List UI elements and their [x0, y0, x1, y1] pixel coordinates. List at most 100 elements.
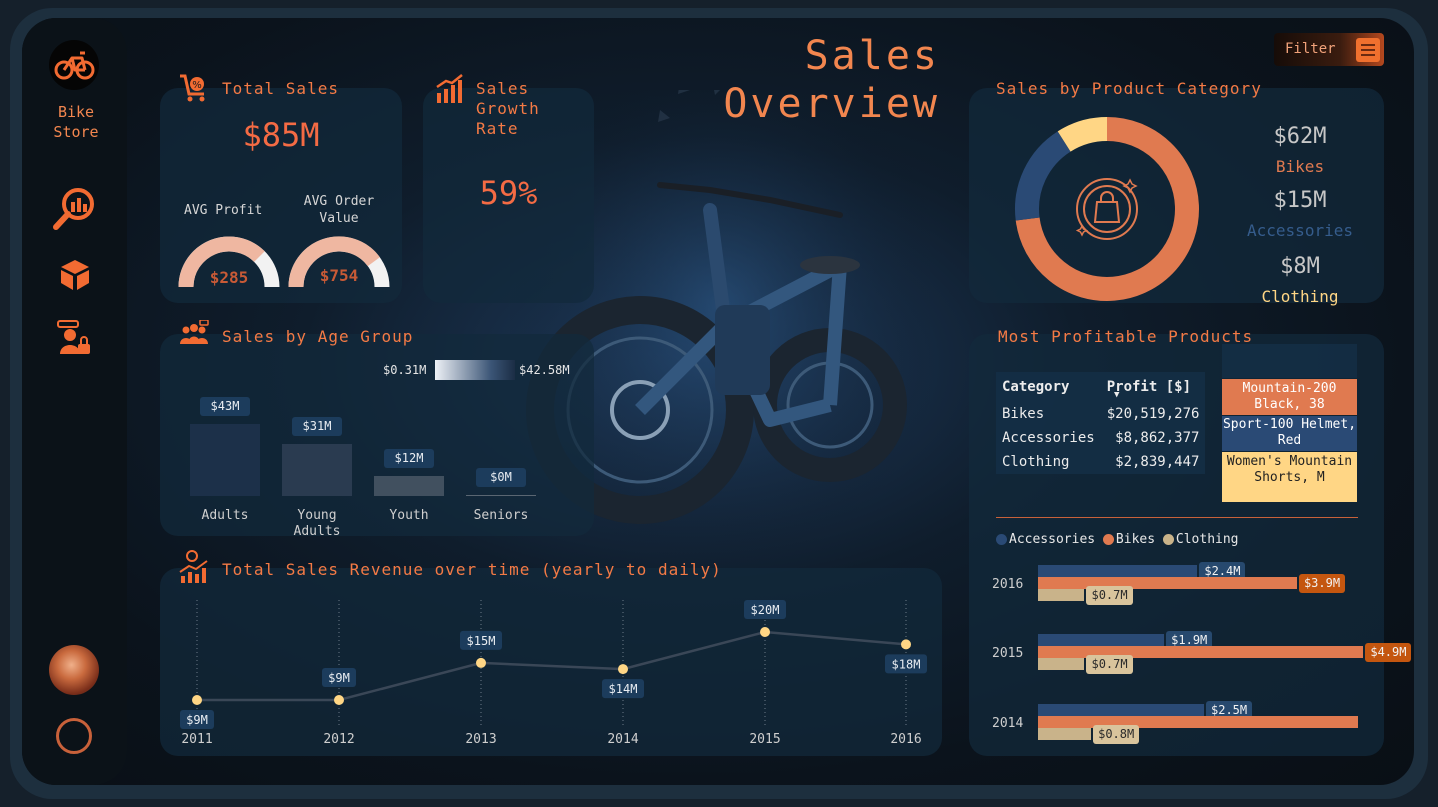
category-clothing-label: Clothing [1261, 287, 1339, 306]
yearly-bar-label: $0.8M [1093, 725, 1140, 744]
legend-bikes-label: Bikes [1115, 532, 1156, 547]
filter-button[interactable]: Filter [1274, 33, 1384, 66]
age-bar-label: $31M [292, 417, 342, 437]
x-tick-label: 2011 [181, 732, 212, 747]
revenue-label: $15M [467, 634, 496, 648]
revenue-point[interactable] [618, 664, 628, 675]
avg-order-label-line1: AVG Order [303, 194, 375, 209]
x-tick-label: 2013 [465, 732, 496, 747]
sales-analytics-nav-icon[interactable] [50, 184, 98, 232]
page-title: Sales Overview [720, 32, 940, 128]
revenue-label-bg [744, 600, 786, 619]
age-bar[interactable] [374, 475, 444, 496]
yearly-bar-bikes[interactable] [1038, 577, 1297, 589]
legend-item[interactable]: Bikes [1102, 532, 1156, 547]
customer-security-nav-icon[interactable] [56, 320, 92, 356]
yearly-bar-label: $0.7M [1086, 655, 1133, 674]
age-bar[interactable] [466, 495, 536, 496]
row-profit: $8,862,377 [1115, 430, 1200, 446]
yearly-bar-clothing[interactable] [1038, 658, 1085, 670]
yearly-bar-label: $4.9M [1365, 643, 1412, 662]
legend-item[interactable]: Clothing [1162, 532, 1239, 547]
sales-growth-title: Sales Growth Rate [476, 79, 540, 139]
sort-down-icon: ▼ [1114, 390, 1120, 400]
row-category: Clothing [1002, 454, 1070, 470]
revenue-line [197, 630, 907, 702]
category-bikes-value: $62M [1273, 124, 1327, 149]
donut-slice-accessories[interactable] [1015, 131, 1071, 221]
people-group-icon [180, 320, 209, 344]
age-category-label: Adults [201, 508, 249, 523]
products-box-nav-icon[interactable] [58, 258, 92, 292]
year-label: 2015 [992, 646, 1024, 661]
shopping-bag-icon [1075, 178, 1138, 240]
revenue-label: $9M [186, 713, 208, 727]
yearly-bar-clothing[interactable] [1038, 728, 1092, 740]
revenue-label-bg [322, 668, 356, 687]
x-tick-label: 2012 [323, 732, 354, 747]
revenue-title: Total Sales Revenue over time (yearly to… [222, 560, 722, 579]
user-avatar[interactable] [49, 645, 99, 695]
revenue-point[interactable] [334, 695, 344, 705]
category-bikes-label: Bikes [1275, 157, 1325, 176]
yearly-bar-label: $0.7M [1086, 586, 1133, 605]
x-tick-label: 2016 [890, 732, 921, 747]
table-row: Clothing $2,839,447 [996, 450, 1205, 474]
col-profit-header[interactable]: Profit [$] ▼ [1101, 372, 1206, 402]
col-category-header[interactable]: Category [1002, 379, 1070, 395]
most-profitable-title: Most Profitable Products [998, 327, 1254, 346]
donut-slice-bikes[interactable] [1015, 117, 1199, 301]
yearly-bar-label: $2.4M [1199, 562, 1246, 581]
revenue-chart-icon [179, 550, 208, 583]
table-row: Bikes $20,519,276 [996, 402, 1205, 426]
growth-title-line1: Sales [476, 79, 530, 98]
age-scale-max: $42.58M [519, 363, 570, 377]
growth-chart-icon [436, 74, 463, 103]
avg-order-label: AVG Order Value [290, 193, 388, 227]
profit-table-header: Category Profit [$] ▼ [996, 372, 1205, 402]
revenue-label: $14M [609, 682, 638, 696]
growth-title-line3: Rate [476, 119, 519, 138]
avg-profit-value: $285 [209, 268, 249, 287]
age-bar[interactable] [282, 444, 352, 496]
revenue-label: $18M [892, 657, 921, 671]
total-sales-panel [160, 88, 402, 303]
brand-name: Bike Store [53, 103, 99, 141]
row-category: Bikes [1002, 406, 1045, 422]
total-sales-value: $85M [242, 116, 320, 154]
donut-slice-clothing[interactable] [1057, 117, 1108, 152]
cart-sale-icon: % [180, 74, 205, 102]
revenue-point[interactable] [476, 657, 486, 668]
revenue-point[interactable] [760, 627, 770, 637]
yearly-legend: Accessories Bikes Clothing [996, 532, 1239, 547]
age-bar-label: $12M [384, 448, 434, 468]
yearly-bar-accessories[interactable] [1038, 704, 1204, 716]
product-category-title: Sales by Product Category [996, 79, 1262, 98]
bike-logo-icon[interactable] [49, 40, 99, 90]
revenue-label-bg [602, 679, 644, 699]
yearly-bar-bikes[interactable] [1038, 716, 1358, 728]
product-mountain-200[interactable]: Mountain-200 Black, 38 [1222, 379, 1357, 415]
revenue-point[interactable] [901, 639, 911, 650]
age-bar[interactable] [190, 424, 260, 496]
yearly-bar-accessories[interactable] [1038, 565, 1198, 577]
profit-table: Category Profit [$] ▼ Bikes $20,519,276 Ac… [996, 372, 1206, 474]
product-womens-shorts[interactable]: Women's Mountain Shorts, M [1222, 452, 1357, 502]
x-tick-label: 2015 [749, 732, 780, 747]
product-sport-100-helmet[interactable]: Sport-100 Helmet, Red [1222, 416, 1357, 451]
power-ring-icon[interactable] [56, 718, 92, 754]
yearly-bar-clothing[interactable] [1038, 589, 1085, 601]
age-bar-label: $43M [200, 397, 250, 416]
sales-growth-value: 59% [479, 174, 538, 212]
hamburger-menu-icon [1356, 38, 1380, 62]
yearly-bar-label: $2.5M [1206, 701, 1253, 720]
legend-item[interactable]: Accessories [996, 532, 1095, 547]
yearly-bar-accessories[interactable] [1038, 634, 1165, 646]
revenue-label-bg [885, 654, 927, 674]
page-title-line1: Sales [804, 33, 940, 79]
category-accessories-label: Accessories [1247, 221, 1353, 240]
x-tick-label: 2014 [607, 732, 638, 747]
revenue-panel [160, 568, 942, 756]
revenue-point[interactable] [192, 695, 202, 705]
age-category-label: Seniors [473, 508, 529, 523]
